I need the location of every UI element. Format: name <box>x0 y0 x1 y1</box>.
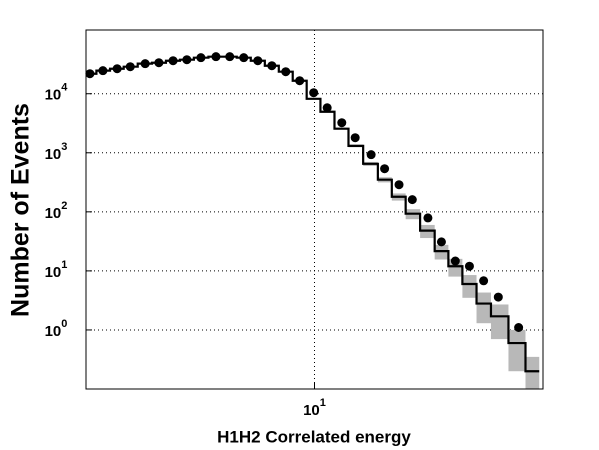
data-point <box>322 103 332 113</box>
data-point <box>125 62 135 72</box>
data-point <box>479 276 489 286</box>
x-axis-label: H1H2 Correlated energy <box>217 427 411 446</box>
y-axis-label: Number of Events <box>7 103 35 317</box>
data-point <box>140 59 150 69</box>
data-point <box>168 56 178 66</box>
data-point <box>407 195 417 205</box>
y-tick-label: 100 <box>45 318 68 340</box>
data-point <box>514 323 524 333</box>
data-point <box>211 52 221 62</box>
data-point <box>85 69 95 79</box>
data-point <box>196 53 206 63</box>
data-point <box>281 67 291 77</box>
y-tick-label: 101 <box>45 259 68 281</box>
data-point <box>464 261 474 271</box>
data-point <box>350 133 360 143</box>
data-point <box>239 53 249 63</box>
data-point <box>154 58 164 68</box>
y-tick-label: 102 <box>45 200 68 222</box>
y-tick-label: 103 <box>45 141 68 163</box>
data-point <box>182 55 192 65</box>
data-point <box>380 164 390 174</box>
x-tick-label: 101 <box>303 397 326 419</box>
data-point <box>366 150 376 160</box>
data-point <box>436 237 446 247</box>
data-point <box>309 88 319 98</box>
error-band <box>462 275 477 298</box>
data-point <box>423 213 433 223</box>
error-band <box>508 329 526 372</box>
data-point <box>98 66 108 76</box>
step-line <box>86 55 540 373</box>
error-band <box>476 292 491 324</box>
error-band <box>490 304 509 340</box>
data-point <box>267 61 277 71</box>
error-band <box>525 356 540 389</box>
data-point <box>337 118 347 128</box>
data-point <box>493 292 503 302</box>
data-point <box>295 76 305 86</box>
band <box>86 56 540 389</box>
data-point <box>112 64 122 74</box>
data-point <box>253 56 263 66</box>
data-point <box>225 52 235 62</box>
plot-frame <box>85 29 544 390</box>
data-point <box>394 180 404 190</box>
y-tick-label: 104 <box>45 82 69 104</box>
data-point <box>450 256 460 266</box>
